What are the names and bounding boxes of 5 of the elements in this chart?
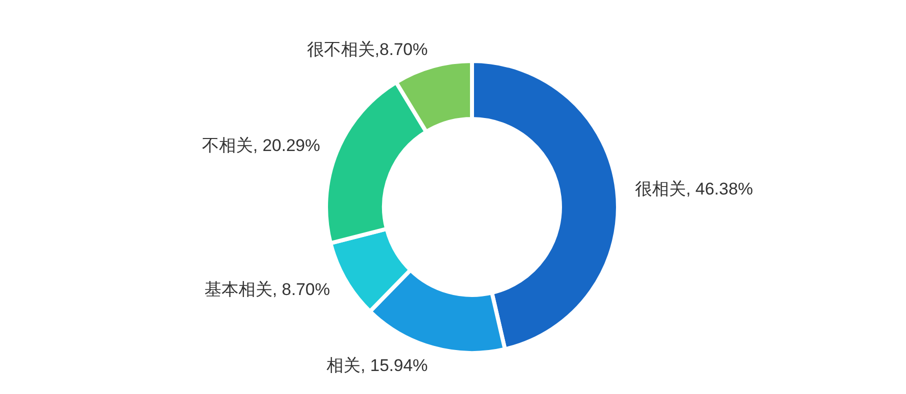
slice-label: 很相关, 46.38% — [634, 179, 754, 198]
slice-label: 很不相关,8.70% — [306, 40, 428, 60]
slice-label: 不相关, 20.29% — [202, 136, 320, 156]
slice-label: 相关, 15.94% — [326, 356, 428, 375]
slice-label: 基本相关, 8.70% — [204, 280, 330, 300]
